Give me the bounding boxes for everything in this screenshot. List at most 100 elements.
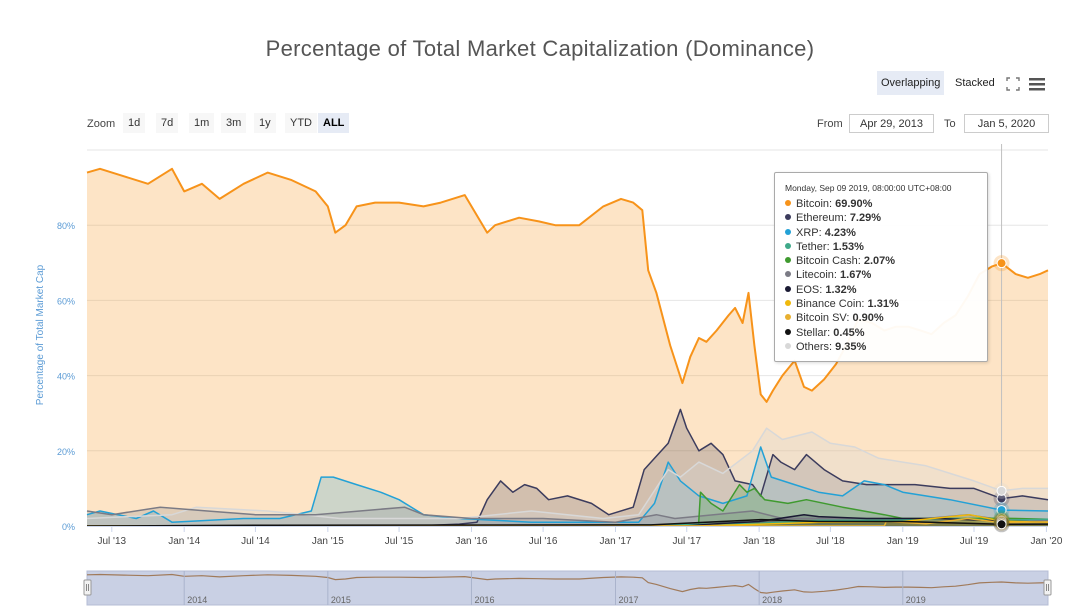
stellar-line bbox=[86, 518, 1049, 527]
tooltip-row: Tether: 1.53% bbox=[785, 240, 977, 254]
crosshair bbox=[993, 144, 1010, 533]
x-tick-label: Jul '16 bbox=[529, 536, 558, 547]
navigator-left-handle[interactable] bbox=[83, 579, 92, 596]
navigator-year-label: 2019 bbox=[906, 595, 926, 605]
tooltip-series-name: Binance Coin: bbox=[796, 298, 868, 311]
ethereum-area bbox=[87, 409, 1048, 526]
x-tick-label: Jul '17 bbox=[672, 536, 701, 547]
to-label: To bbox=[944, 118, 956, 130]
tooltip-series-name: Litecoin: bbox=[796, 269, 841, 282]
fullscreen-icon[interactable] bbox=[1005, 76, 1021, 92]
tooltip-row: Bitcoin Cash: 2.07% bbox=[785, 254, 977, 268]
navigator-year-label: 2015 bbox=[331, 595, 351, 605]
tooltip: Monday, Sep 09 2019, 08:00:00 UTC+08:00 … bbox=[774, 172, 988, 362]
x-tick-label: Jan '20 bbox=[1030, 536, 1062, 547]
tooltip-series-name: Others: bbox=[796, 340, 836, 353]
navigator-year-label: 2016 bbox=[474, 595, 494, 605]
tooltip-row: Bitcoin SV: 0.90% bbox=[785, 311, 977, 325]
from-date-input[interactable]: Apr 29, 2013 bbox=[849, 114, 934, 133]
legend-dot-icon bbox=[785, 214, 791, 221]
zoom-1m-button[interactable]: 1m bbox=[189, 113, 215, 133]
tooltip-series-value: 2.07% bbox=[863, 255, 896, 268]
axes: 0% 20% 40% 60% 80% Jul '13 Jan '14 Jul '14 Jan '… bbox=[57, 221, 1063, 547]
tooltip-series-value: 1.53% bbox=[832, 240, 864, 253]
tooltip-series-value: 9.35% bbox=[835, 340, 867, 353]
x-tick-label: Jul '19 bbox=[960, 536, 989, 547]
zoom-ytd-button[interactable]: YTD bbox=[285, 113, 317, 133]
tooltip-date: Monday, Sep 09 2019, 08:00:00 UTC+08:00 bbox=[785, 183, 952, 193]
bitcoin-hover-point bbox=[996, 258, 1007, 269]
x-tick-label: Jul '18 bbox=[816, 536, 845, 547]
navigator: 2014 2015 2016 2017 2018 2019 bbox=[83, 570, 1052, 606]
hamburger-menu-icon[interactable] bbox=[1028, 76, 1046, 92]
chart-title: Percentage of Total Market Capitalizatio… bbox=[265, 36, 815, 61]
x-tick-label: Jan '14 bbox=[168, 536, 200, 547]
tooltip-series-name: EOS: bbox=[796, 283, 826, 296]
y-axis-label: Percentage of Total Market Cap bbox=[35, 264, 46, 405]
zoom-7d-button[interactable]: 7d bbox=[156, 113, 179, 133]
tooltip-series-name: Tether: bbox=[796, 240, 833, 253]
x-tick-label: Jan '16 bbox=[456, 536, 488, 547]
navigator-right-handle[interactable] bbox=[1043, 579, 1052, 596]
others-hover-point bbox=[996, 485, 1007, 496]
y-tick-label: 80% bbox=[57, 221, 75, 231]
bitcoin-area bbox=[87, 168, 1048, 527]
xrp-line bbox=[86, 446, 1049, 523]
tooltip-row: EOS: 1.32% bbox=[785, 283, 977, 297]
tooltip-series-name: Bitcoin Cash: bbox=[796, 255, 864, 268]
y-tick-label: 0% bbox=[62, 522, 75, 532]
tooltip-series-name: Stellar: bbox=[796, 326, 834, 339]
legend-dot-icon bbox=[785, 314, 791, 321]
zoom-all-button[interactable]: ALL bbox=[318, 113, 350, 133]
zoom-3m-button[interactable]: 3m bbox=[221, 113, 247, 133]
tooltip-row: Bitcoin: 69.90% bbox=[785, 197, 977, 211]
legend-dot-icon bbox=[785, 200, 791, 206]
x-tick-label: Jan '17 bbox=[600, 536, 632, 547]
legend-dot-icon bbox=[785, 228, 791, 235]
legend-dot-icon bbox=[785, 285, 791, 292]
tooltip-series-value: 7.29% bbox=[849, 212, 882, 225]
xrp-area bbox=[87, 447, 1048, 526]
tooltip-row: Litecoin: 1.67% bbox=[785, 268, 977, 282]
tooltip-row: Others: 9.35% bbox=[785, 340, 977, 354]
overlapping-mode-button[interactable]: Overlapping bbox=[877, 71, 945, 95]
tooltip-series-value: 0.90% bbox=[852, 312, 884, 325]
x-tick-label: Jan '15 bbox=[312, 536, 344, 547]
stellar-hover-point bbox=[996, 519, 1007, 530]
legend-dot-icon bbox=[785, 271, 791, 278]
tooltip-row: Binance Coin: 1.31% bbox=[785, 297, 977, 311]
y-tick-label: 60% bbox=[57, 296, 75, 306]
tooltip-row: Stellar: 0.45% bbox=[785, 326, 977, 340]
legend-dot-icon bbox=[785, 257, 791, 264]
x-tick-label: Jul '13 bbox=[97, 536, 126, 547]
tether-area bbox=[87, 518, 1048, 526]
tooltip-series-name: Bitcoin SV: bbox=[796, 312, 853, 325]
legend-dot-icon bbox=[785, 300, 791, 307]
navigator-year-label: 2014 bbox=[187, 595, 207, 605]
x-tick-label: Jan '18 bbox=[743, 536, 775, 547]
to-date-input[interactable]: Jan 5, 2020 bbox=[964, 114, 1049, 133]
tooltip-series-name: Ethereum: bbox=[796, 212, 850, 225]
tooltip-series-value: 69.90% bbox=[835, 198, 873, 210]
tooltip-series-value: 1.32% bbox=[825, 283, 857, 296]
navigator-series-line bbox=[86, 573, 1049, 594]
others-area bbox=[87, 428, 1048, 526]
tooltip-series-value: 1.67% bbox=[840, 269, 872, 282]
y-tick-label: 20% bbox=[57, 447, 75, 457]
tooltip-series-value: 0.45% bbox=[833, 326, 865, 339]
legend-dot-icon bbox=[785, 242, 791, 249]
zoom-1y-button[interactable]: 1y bbox=[254, 113, 276, 133]
legend-dot-icon bbox=[785, 328, 791, 335]
tooltip-series-value: 1.31% bbox=[867, 298, 899, 311]
legend-dot-icon bbox=[785, 342, 791, 349]
others-line bbox=[86, 427, 1048, 520]
x-tick-label: Jul '15 bbox=[385, 536, 414, 547]
tooltip-series-name: Bitcoin: bbox=[796, 198, 836, 210]
x-tick-label: Jan '19 bbox=[887, 536, 919, 547]
bitcoin-sv-area bbox=[87, 518, 1048, 526]
stacked-mode-button[interactable]: Stacked bbox=[955, 77, 995, 89]
zoom-1d-button[interactable]: 1d bbox=[123, 113, 146, 133]
navigator-year-label: 2018 bbox=[762, 595, 782, 605]
navigator-year-label: 2017 bbox=[619, 595, 639, 605]
